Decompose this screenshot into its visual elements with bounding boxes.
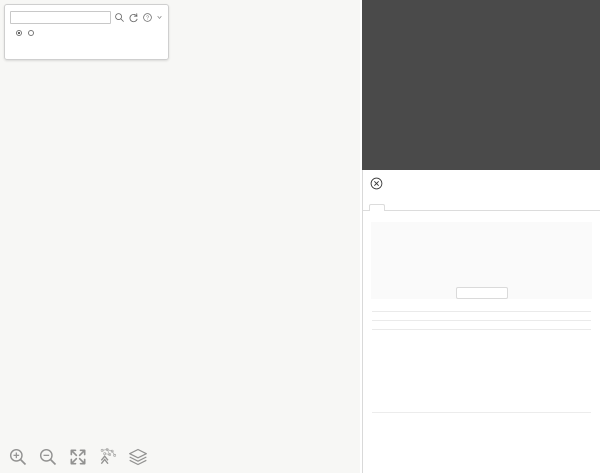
- legend-swatch-bootstrap: [463, 290, 469, 296]
- legend-item-robustness: [493, 290, 501, 296]
- table-row: [372, 321, 591, 330]
- robustness-chart-svg: [371, 224, 593, 284]
- search-by-row[interactable]: [5, 24, 168, 36]
- legend-item-interaction-density: [478, 290, 486, 296]
- legend-swatch-interaction-density: [478, 290, 484, 296]
- zoom-in-icon[interactable]: [8, 447, 28, 467]
- reset-icon[interactable]: [128, 12, 139, 23]
- go-category-chart-svg: [371, 335, 593, 403]
- search-icon[interactable]: [114, 12, 125, 23]
- tab-interactions[interactable]: [403, 203, 419, 210]
- search-input[interactable]: [10, 11, 111, 24]
- zoom-out-icon[interactable]: [38, 447, 58, 467]
- ontology-tree-graph[interactable]: [0, 0, 360, 473]
- gene-network-panel[interactable]: [362, 0, 600, 170]
- divider: [372, 412, 591, 413]
- term-header: [363, 170, 600, 194]
- unique-term-id: [363, 211, 600, 218]
- legend-item-bootstrap: [463, 290, 471, 296]
- go-alignment-title: [363, 299, 600, 311]
- view-toolbar[interactable]: [0, 441, 360, 473]
- gene-network-graph[interactable]: [362, 0, 600, 170]
- svg-text:?: ?: [146, 15, 149, 21]
- search-panel[interactable]: ?: [4, 4, 169, 60]
- layers-icon[interactable]: [128, 447, 148, 467]
- tab-genes[interactable]: [386, 203, 402, 210]
- table-row: [372, 312, 591, 321]
- go-alignment-table: [372, 311, 591, 330]
- radio-genes-dot: [28, 30, 34, 36]
- term-info-panel[interactable]: [362, 170, 600, 473]
- legend-swatch-robustness: [493, 290, 499, 296]
- close-icon[interactable]: [370, 177, 383, 190]
- tab-summary[interactable]: [369, 204, 385, 211]
- chevron-down-icon[interactable]: [156, 12, 163, 23]
- ontology-tree-panel[interactable]: ?: [0, 0, 360, 473]
- help-icon[interactable]: ?: [142, 12, 153, 23]
- radio-keywords[interactable]: [16, 30, 24, 36]
- robustness-chart: [371, 222, 592, 299]
- chart-legend: [371, 287, 592, 299]
- collapse-network-icon[interactable]: [98, 447, 118, 467]
- fit-to-screen-icon[interactable]: [68, 447, 88, 467]
- radio-genes[interactable]: [28, 30, 36, 36]
- radio-keywords-dot: [16, 30, 22, 36]
- search-row[interactable]: ?: [5, 11, 168, 24]
- biological-process-title: [363, 403, 600, 410]
- info-tabs[interactable]: [363, 194, 600, 211]
